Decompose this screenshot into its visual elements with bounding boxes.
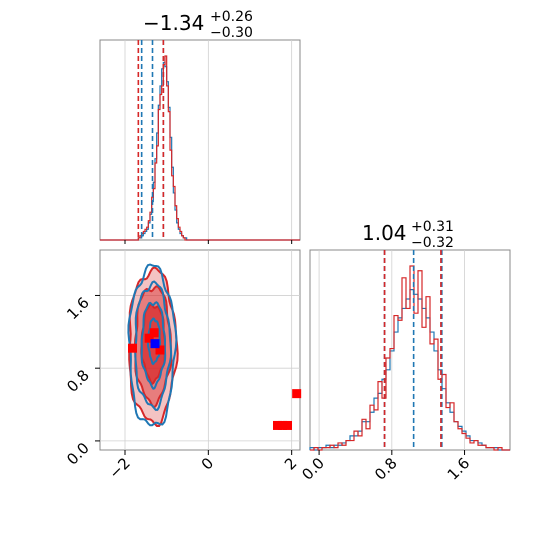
tick-label-x-1: 0: [198, 454, 217, 473]
histogram-y-series-blue: [309, 288, 510, 451]
title-y-minus: −0.32: [411, 235, 454, 251]
tick-label-x-0: −2: [105, 454, 133, 482]
title-x-plus: +0.26: [210, 9, 253, 25]
marker-red-7: [292, 389, 302, 399]
histogram-x-series-red: [100, 55, 300, 241]
title-x-median: −1.34: [143, 11, 204, 35]
tick-label-hist-y-1: 0.8: [371, 454, 401, 484]
marker-red-4: [273, 420, 282, 430]
tick-label-y-1: 0.8: [63, 366, 93, 396]
tick-label-hist-y-2: 1.6: [444, 454, 474, 484]
marker-red-1: [144, 333, 154, 343]
marker-red-2: [149, 328, 159, 338]
tick-label-hist-y-0: 0.0: [298, 454, 328, 484]
histogram-x: [100, 40, 300, 241]
title-param-y: 1.04 +0.31 −0.32: [362, 219, 454, 251]
title-y-median: 1.04: [362, 221, 407, 245]
histogram-y-series-red: [310, 265, 510, 451]
title-y-plus: +0.31: [411, 219, 454, 235]
marker-red-3: [155, 345, 165, 355]
title-x-minus: −0.30: [210, 25, 253, 41]
tick-label-y-2: 1.6: [63, 294, 93, 324]
marker-red-6: [283, 420, 292, 430]
title-param-x: −1.34 +0.26 −0.30: [143, 9, 253, 41]
marker-red-0: [128, 343, 137, 353]
contour-blue-level-3: [140, 301, 167, 390]
marker-blue-0: [150, 339, 160, 349]
grid-lines: [100, 40, 465, 450]
tick-label-y-0: 0.0: [63, 439, 93, 469]
panel-hist-x: [99, 39, 301, 241]
marker-red-5: [278, 420, 287, 430]
point-markers: [128, 328, 302, 430]
histogram-y: [309, 250, 510, 451]
